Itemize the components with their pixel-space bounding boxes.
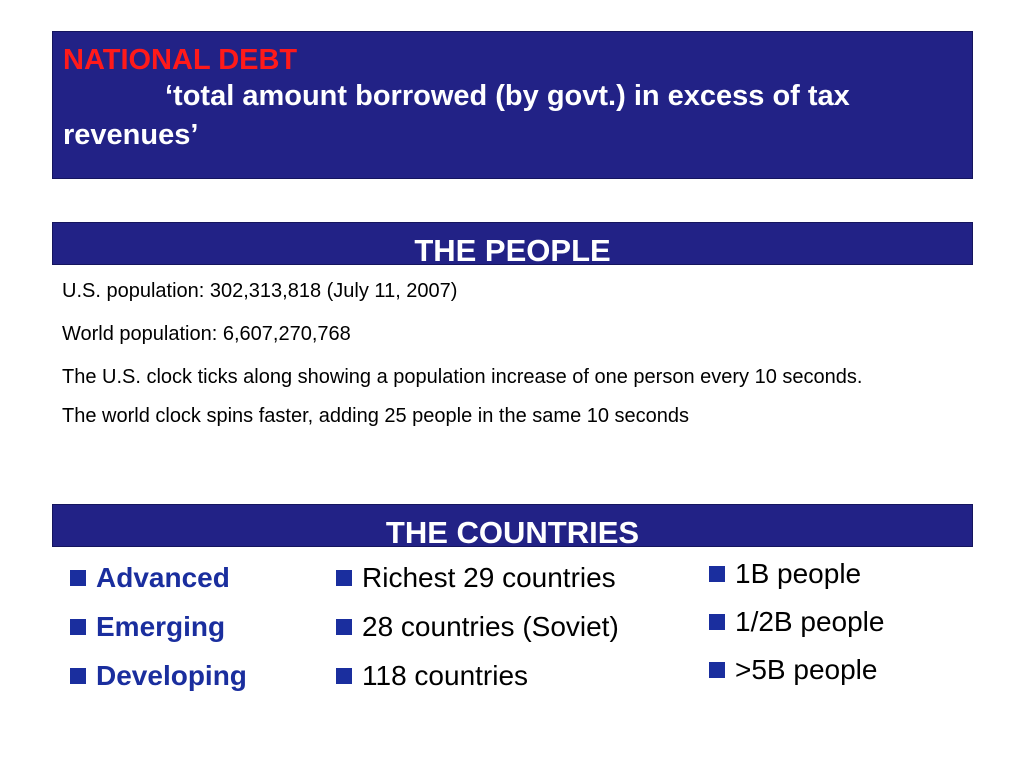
description-label: 118 countries	[362, 660, 529, 691]
countries-header-box: THE COUNTRIES	[52, 504, 973, 547]
list-item: Richest 29 countries	[336, 561, 619, 610]
population-label: >5B people	[735, 654, 878, 685]
country-populations-list: 1B people 1/2B people >5B people	[709, 557, 884, 701]
people-header: THE PEOPLE	[414, 233, 611, 265]
square-bullet-icon	[70, 668, 86, 684]
list-item: 118 countries	[336, 659, 619, 708]
list-item: Advanced	[70, 561, 247, 610]
square-bullet-icon	[336, 668, 352, 684]
people-text: U.S. population: 302,313,818 (July 11, 2…	[62, 278, 902, 446]
list-item: 28 countries (Soviet)	[336, 610, 619, 659]
square-bullet-icon	[70, 570, 86, 586]
description-label: Richest 29 countries	[362, 562, 616, 593]
us-population-line: U.S. population: 302,313,818 (July 11, 2…	[62, 280, 458, 302]
list-item: Emerging	[70, 610, 247, 659]
type-label: Developing	[96, 660, 247, 691]
type-label: Emerging	[96, 611, 226, 642]
list-item: >5B people	[709, 653, 884, 701]
square-bullet-icon	[709, 614, 725, 630]
square-bullet-icon	[336, 619, 352, 635]
us-clock-line: The U.S. clock ticks along showing a pop…	[62, 366, 863, 388]
cut-off-text-line	[62, 490, 622, 504]
square-bullet-icon	[709, 566, 725, 582]
world-population-line: World population: 6,607,270,768	[62, 323, 351, 345]
world-clock-line: The world clock spins faster, adding 25 …	[62, 405, 690, 427]
countries-header: THE COUNTRIES	[385, 515, 640, 547]
description-label: 28 countries (Soviet)	[362, 611, 619, 642]
country-descriptions-list: Richest 29 countries 28 countries (Sovie…	[336, 561, 619, 708]
definition-title: NATIONAL DEBT	[63, 44, 298, 76]
country-types-list: Advanced Emerging Developing	[70, 561, 247, 708]
list-item: Developing	[70, 659, 247, 708]
square-bullet-icon	[70, 619, 86, 635]
list-item: 1/2B people	[709, 605, 884, 653]
square-bullet-icon	[709, 662, 725, 678]
list-item: 1B people	[709, 557, 884, 605]
square-bullet-icon	[336, 570, 352, 586]
definition-text: ‘total amount borrowed (by govt.) in exc…	[63, 80, 850, 151]
population-label: 1/2B people	[735, 606, 885, 637]
people-header-box: THE PEOPLE	[52, 222, 973, 265]
population-label: 1B people	[735, 558, 862, 589]
type-label: Advanced	[96, 562, 230, 593]
definition-box: NATIONAL DEBT ‘total amount borrowed (by…	[52, 31, 973, 179]
